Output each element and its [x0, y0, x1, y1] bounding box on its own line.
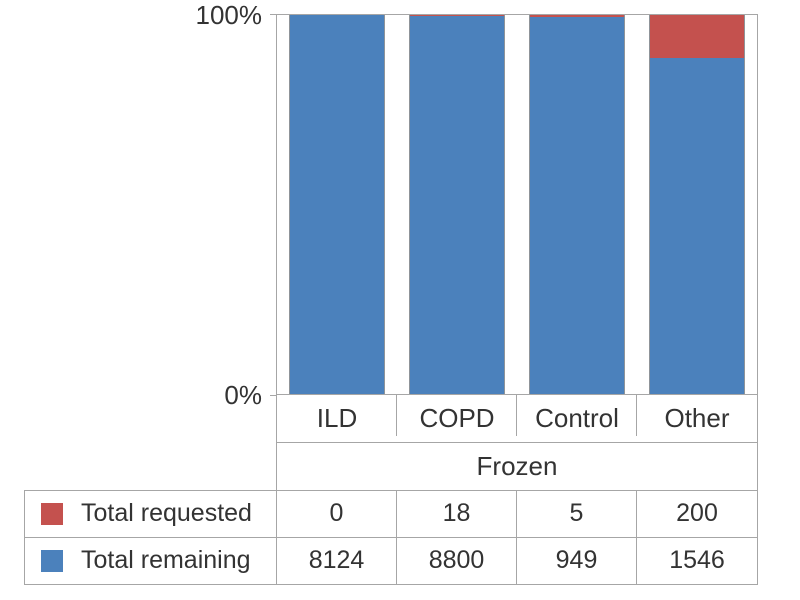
table-cell-remaining-ild: 8124	[277, 537, 397, 584]
category-label-copd: COPD	[396, 395, 517, 442]
bar-ild	[289, 15, 385, 394]
table-cell-remaining-control: 949	[517, 537, 637, 584]
bar-control	[529, 15, 625, 394]
table-row-label-requested: Total requested	[25, 491, 277, 538]
plot-area	[276, 14, 758, 395]
table-cell-remaining-copd: 8800	[397, 537, 517, 584]
legend-swatch-requested	[41, 502, 63, 525]
bar-segment-remaining	[290, 15, 384, 394]
bar-copd	[409, 15, 505, 394]
category-label-ild: ILD	[316, 403, 358, 433]
x-axis-category-band: ILD COPD Control Other	[276, 395, 758, 443]
table-cell-requested-other: 200	[637, 491, 757, 538]
bar-slot-control	[517, 15, 637, 394]
bar-segment-requested	[650, 15, 744, 59]
category-label-control: Control	[516, 395, 637, 442]
table-row-label-text: Total remaining	[81, 546, 251, 575]
y-axis-tick-label-100: 100%	[195, 0, 263, 30]
bar-segment-remaining	[410, 15, 504, 394]
bar-slot-other	[637, 15, 757, 394]
y-axis-tickmark-100	[270, 14, 277, 15]
table-row-label-remaining: Total remaining	[25, 537, 277, 584]
table-cell-requested-copd: 18	[397, 491, 517, 538]
bar-slot-ild	[277, 15, 397, 394]
table-cell-remaining-other: 1546	[669, 546, 725, 575]
category-label-other: Other	[636, 395, 757, 442]
table-row-label-text: Total requested	[81, 499, 252, 528]
bar-other	[649, 15, 745, 394]
bar-segment-remaining	[650, 58, 744, 394]
x-axis-group-label: Frozen	[276, 443, 758, 490]
table-cell-requested-control: 5	[517, 491, 637, 538]
y-axis-tick-label-0: 0%	[224, 380, 262, 410]
summary-table: Total requested 0 18 5 200 Total remaini…	[24, 490, 758, 585]
table-cell-requested-ild: 0	[277, 491, 397, 538]
bar-segment-remaining	[530, 17, 624, 394]
bar-slot-copd	[397, 15, 517, 394]
legend-swatch-remaining	[41, 549, 63, 572]
y-axis-tickmark-0	[270, 395, 277, 396]
bar-segment-requested	[410, 15, 504, 16]
bar-segment-requested	[530, 15, 624, 17]
